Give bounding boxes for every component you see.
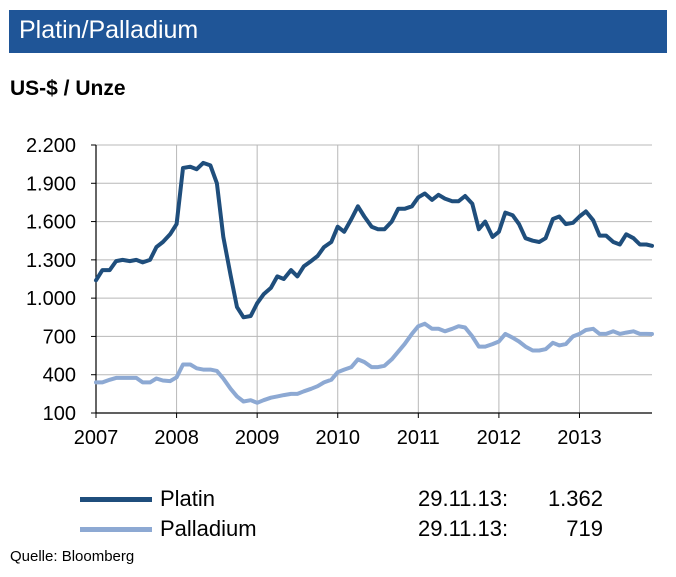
latest-values: 29.11.13: 1.362 29.11.13: 719	[418, 485, 603, 545]
series-line-palladium	[94, 321, 654, 405]
x-tick-label: 2008	[154, 427, 199, 449]
latest-value-platin: 1.362	[547, 486, 603, 511]
legend-label-palladium: Palladium	[160, 516, 257, 541]
x-tick-label: 2011	[397, 427, 440, 449]
y-tick-label: 1.300	[26, 250, 76, 272]
title-bar: Platin/Palladium	[9, 10, 667, 53]
x-tick-label: 2013	[557, 427, 602, 449]
y-tick-label: 700	[43, 326, 76, 348]
y-tick-label: 2.200	[26, 135, 76, 157]
y-tick-label: 100	[43, 403, 76, 425]
latest-date-palladium: 29.11.13:	[418, 516, 509, 541]
x-tick-label: 2010	[315, 427, 360, 449]
legend-swatch-palladium	[80, 527, 152, 532]
y-tick-label: 1.900	[26, 173, 76, 195]
latest-date-platin: 29.11.13:	[418, 486, 509, 511]
series-line-platin	[94, 160, 654, 320]
x-tick-label: 2007	[74, 427, 119, 449]
latest-row-palladium: 29.11.13: 719	[418, 515, 603, 545]
series-layer	[94, 160, 654, 405]
grid-lines	[96, 144, 652, 413]
latest-row-platin: 29.11.13: 1.362	[418, 485, 603, 515]
tick-labels: 100 400 700 1.000 1.300 1.600 1.900 2.200 2007 20…	[26, 135, 602, 449]
x-tick-label: 2009	[235, 427, 280, 449]
latest-value-palladium: 719	[566, 516, 603, 541]
source-note: Quelle: Bloomberg	[10, 548, 135, 565]
legend-swatch-platin	[80, 497, 152, 502]
y-tick-label: 1.000	[26, 288, 76, 310]
chart-title: Platin/Palladium	[19, 16, 199, 44]
unit-label: US-$ / Unze	[10, 77, 126, 100]
x-tick-label: 2012	[477, 427, 522, 449]
y-tick-label: 400	[43, 365, 76, 387]
y-tick-label: 1.600	[26, 212, 76, 234]
legend-label-platin: Platin	[160, 486, 216, 511]
